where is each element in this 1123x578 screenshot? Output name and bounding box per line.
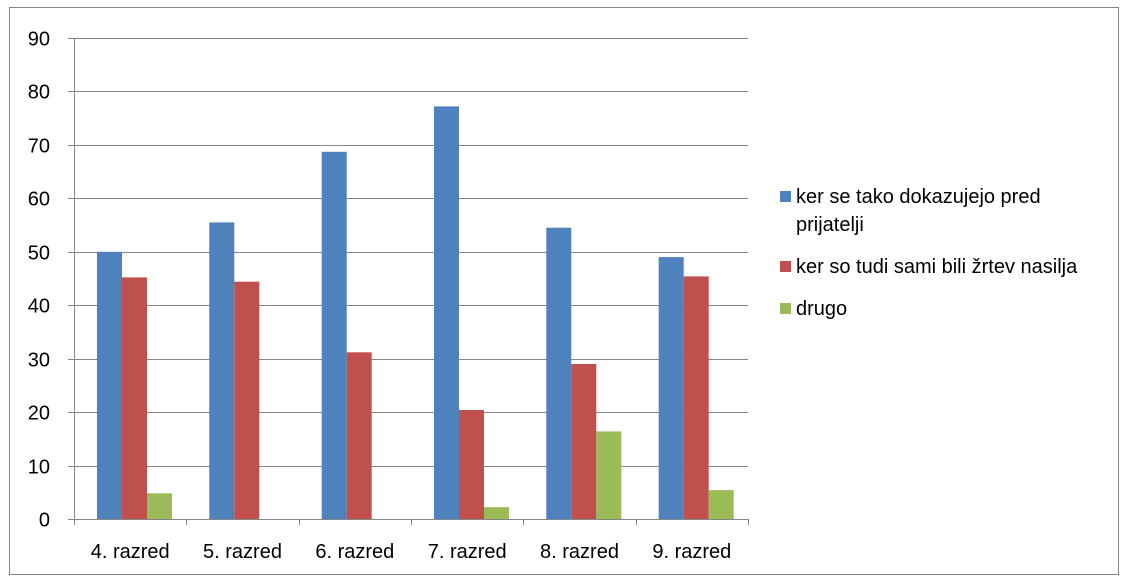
y-tick-label: 90 [28, 29, 50, 51]
y-tick-label: 20 [28, 403, 50, 425]
y-tick-label: 50 [28, 243, 50, 265]
legend-swatch-series-1 [780, 191, 791, 202]
x-tick-label: 7. razred [428, 541, 507, 563]
bar-series-3-5 [596, 431, 621, 519]
bar-series-1-4 [434, 106, 459, 519]
y-tick-label: 60 [28, 189, 50, 211]
x-tick-label: 5. razred [203, 541, 282, 563]
legend-label-series-3: drugo [796, 295, 847, 323]
y-tick-label: 70 [28, 136, 50, 158]
gridlines [74, 39, 748, 467]
x-tick-label: 4. razred [91, 541, 170, 563]
x-tick-label: 9. razred [652, 541, 731, 563]
y-tick-label: 10 [28, 457, 50, 479]
bar-series-2-4 [459, 410, 484, 519]
bar-series-3-4 [484, 507, 509, 519]
bar-series-2-3 [347, 352, 372, 519]
y-tick-label: 40 [28, 296, 50, 318]
y-tick-label: 0 [39, 510, 50, 532]
bar-series-3-6 [709, 490, 734, 519]
bar-series-2-2 [234, 282, 259, 519]
legend-swatch-series-3 [780, 303, 791, 314]
bar-series-2-5 [571, 364, 596, 519]
legend: ker se tako dokazujejo pred prijatelji k… [780, 183, 1110, 337]
legend-label-series-1: ker se tako dokazujejo pred prijatelji [796, 183, 1110, 239]
bar-series-1-1 [97, 252, 122, 519]
bar-series-1-2 [209, 222, 234, 519]
legend-swatch-series-2 [780, 261, 791, 272]
bar-series-2-6 [684, 276, 709, 519]
bar-series-2-1 [122, 277, 147, 519]
legend-item-series-2: ker so tudi sami bili žrtev nasilja [780, 253, 1110, 281]
y-tick-label: 30 [28, 350, 50, 372]
legend-item-series-3: drugo [780, 295, 1110, 323]
bars [97, 106, 734, 519]
bar-series-1-5 [546, 228, 571, 519]
axes [68, 38, 749, 525]
x-tick-label: 8. razred [540, 541, 619, 563]
legend-label-series-2: ker so tudi sami bili žrtev nasilja [796, 253, 1077, 281]
legend-item-series-1: ker se tako dokazujejo pred prijatelji [780, 183, 1110, 239]
bar-series-1-6 [659, 257, 684, 519]
bar-series-1-3 [322, 152, 347, 519]
y-tick-label: 80 [28, 82, 50, 104]
x-tick-label: 6. razred [315, 541, 394, 563]
bar-series-3-1 [147, 493, 172, 519]
